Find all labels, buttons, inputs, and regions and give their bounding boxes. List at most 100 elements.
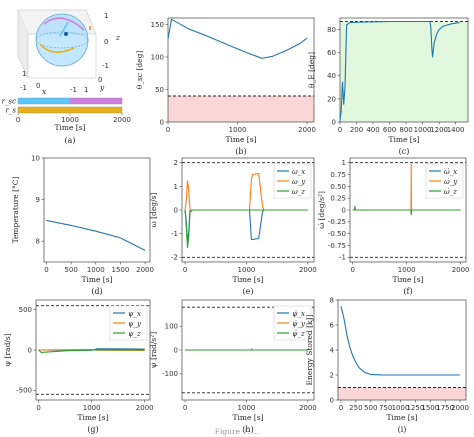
series-line-θsc: [168, 18, 308, 59]
y-tick-label: -0.25: [328, 218, 346, 226]
x-tick-label: 750: [379, 404, 392, 412]
y-tick-label: -1: [70, 86, 77, 94]
x-tick-label: 1400: [447, 126, 465, 134]
x-tick-label: 0: [166, 126, 170, 134]
y-tick-label: 0: [174, 206, 178, 214]
panel-g: 0 1000 2000 -500 0 500 ψ_x ψ_y ψ_z Time [s] ψ [rad…: [3, 299, 154, 434]
y-axis-label: ψ̇ [rad/s²]: [149, 332, 158, 368]
x-tick-label: 2000: [299, 404, 317, 412]
x-tick-label: 200: [350, 126, 363, 134]
x-tick-label: 0: [16, 116, 20, 124]
legend-label: ω̇_z: [444, 188, 457, 196]
figure-caption: Figure 7: ...: [215, 427, 259, 436]
y-tick-label: -500: [16, 387, 32, 395]
y-tick-label: 50: [155, 86, 164, 94]
y-tick-label: 0: [330, 396, 334, 404]
legend-label: ω̇_x: [444, 168, 457, 176]
legend-label: ψ̇_x: [292, 310, 305, 318]
y-tick-label: 8: [330, 296, 334, 304]
x-tick-label: 600: [383, 126, 396, 134]
timeline-bar-r_sc-late: [70, 98, 122, 104]
panel-d: 0 500 1000 1500 2000 8 9 10 Time [s] Temperature …: [11, 154, 154, 296]
y-tick-label: 0: [160, 118, 164, 126]
series-line-ω_z: [184, 209, 308, 248]
x-tick-label: 250: [349, 404, 362, 412]
legend-label: ω_z: [292, 188, 305, 196]
y-tick-label: 2: [330, 371, 334, 379]
timeline-bar-r_sc: [18, 98, 70, 104]
series-line-θE: [340, 20, 460, 121]
band-0: [338, 387, 466, 400]
y-tick-label: 1: [174, 183, 178, 191]
y-tick-label: -0.50: [328, 230, 346, 238]
z-tick-label: 0: [104, 38, 108, 46]
y-axis-label: ω [deg/s]: [149, 193, 158, 228]
trajectory-gold: [39, 43, 75, 53]
series-line-E: [340, 306, 460, 376]
y-tick-label: 0.75: [330, 171, 346, 179]
legend-label: ω_x: [292, 168, 305, 176]
series-line-ω_x: [184, 209, 308, 241]
x-tick-label: 1000: [87, 266, 105, 274]
x-tick-label: 2000: [451, 404, 469, 412]
x-tick-label: 1: [22, 70, 26, 78]
x-tick-label: 0: [338, 126, 342, 134]
series-line-T: [46, 219, 146, 251]
x-tick-label: 2000: [113, 116, 131, 124]
y-tick-label: -1: [339, 254, 346, 262]
trajectory-cyan: [59, 21, 69, 37]
panel-e: 0 1000 2000 -2 -1 0 1 2 ω_x ω_y ω_z Time [s] ω [deg/…: [149, 157, 317, 296]
x-tick-label: 1000: [414, 126, 432, 134]
plot-frame: [339, 17, 469, 123]
y-tick-label: 0: [98, 76, 102, 84]
y-tick-label: 0: [332, 118, 336, 126]
x-axis-label: Time [s]: [54, 123, 85, 132]
x-axis-label: Time [s]: [81, 275, 112, 284]
y-tick-label: 0.50: [330, 183, 346, 191]
y-tick-label: 20: [327, 95, 336, 103]
y-tick-label: 60: [327, 49, 336, 57]
x-axis-label: Time [s]: [392, 275, 423, 284]
x-tick-label: 2000: [299, 266, 317, 274]
x-tick-label: 500: [64, 266, 77, 274]
y-tick-label: 100: [165, 323, 178, 331]
y-tick-label: 2: [174, 159, 178, 167]
y-tick-label: 40: [327, 72, 336, 80]
x-axis-label: Time [s]: [232, 413, 263, 422]
y-tick-label: 0: [174, 346, 178, 354]
x-tick-label: 0: [339, 404, 343, 412]
timeline-row-label: r_s: [6, 107, 17, 115]
y-tick-label: 0: [28, 346, 32, 354]
y-tick-label: 500: [19, 306, 32, 314]
y-tick-label: -2: [171, 254, 178, 262]
x-tick-label: 0: [183, 266, 187, 274]
series-line-ψ̇_z: [185, 348, 308, 351]
x-tick-label: 1250: [406, 404, 424, 412]
x-tick-label: 0: [36, 82, 40, 90]
x-tick-label: -1: [20, 84, 27, 92]
series-line-ω̇_z: [352, 206, 461, 215]
y-tick-label: -100: [162, 370, 178, 378]
plot-frame: [337, 299, 467, 401]
y-axis-label: y: [99, 83, 105, 92]
x-tick-label: 2000: [136, 266, 154, 274]
z-tick-label: 1: [104, 12, 108, 20]
x-tick-label: 1000: [61, 116, 79, 124]
panel-f: 0 1000 2000 -1 -0.75 -0.50 -0.25 0 0.25 0.50 0.75 1…: [317, 157, 470, 296]
x-tick-label: 0: [183, 404, 187, 412]
x-tick-label: 1000: [83, 404, 101, 412]
subfigure-label: (h): [242, 425, 253, 434]
subfigure-label: (i): [398, 425, 407, 434]
y-axis-label: ω̇ [deg/s²]: [317, 191, 326, 229]
panel-b: 0 1000 2000 0 50 100 150 Time [s] θ_sc [deg] (b): [135, 17, 316, 156]
x-tick-label: 1500: [421, 404, 439, 412]
legend-label: ω̇_y: [444, 178, 458, 186]
series-line-ψ_z: [38, 349, 145, 353]
y-tick-label: 0: [342, 206, 346, 214]
y-tick-label: 0.25: [330, 195, 346, 203]
timeline-row-label: r_sc: [2, 98, 16, 106]
